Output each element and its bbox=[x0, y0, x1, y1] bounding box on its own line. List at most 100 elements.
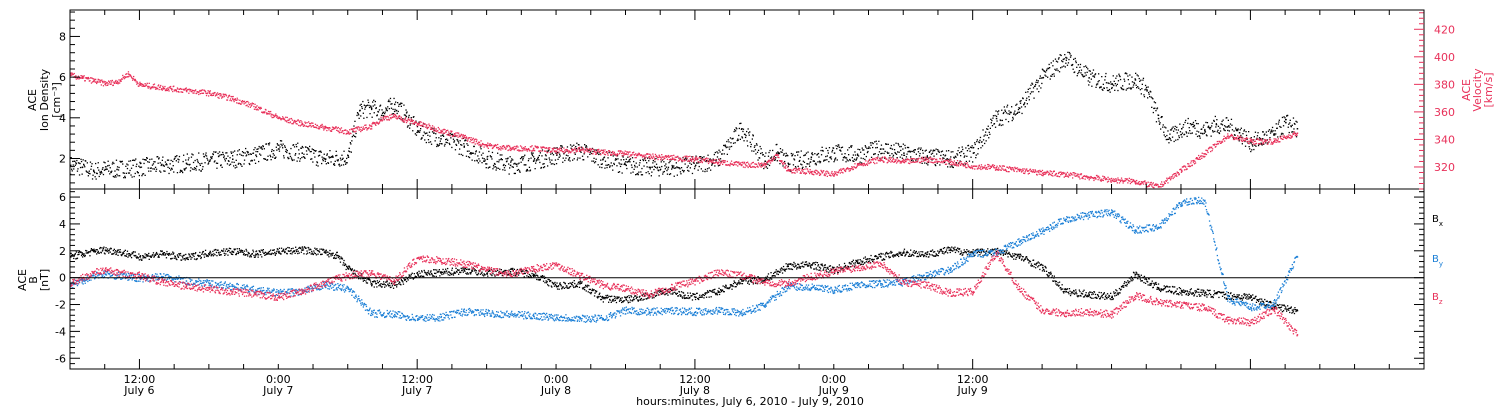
bx-series-point bbox=[89, 255, 91, 257]
ion-density-series-point bbox=[965, 160, 967, 163]
velocity-series-point bbox=[1094, 177, 1097, 179]
ion-density-series-point bbox=[470, 152, 472, 154]
ion-density-series-point bbox=[628, 160, 630, 162]
velocity-series-point bbox=[592, 148, 595, 151]
velocity-series-point bbox=[317, 128, 320, 130]
ion-density-series-point bbox=[103, 169, 106, 171]
ion-density-series-point bbox=[1221, 124, 1224, 126]
ion-density-series-point bbox=[1062, 61, 1064, 63]
velocity-series-point bbox=[664, 157, 666, 159]
ion-density-series-point bbox=[1170, 139, 1172, 142]
ion-density-series-point bbox=[972, 161, 974, 163]
bx-series-point bbox=[141, 255, 144, 257]
velocity-series-point bbox=[1169, 179, 1172, 181]
velocity-series-point bbox=[1153, 187, 1155, 189]
velocity-series-point bbox=[134, 78, 136, 81]
bx-series-point bbox=[95, 250, 97, 252]
ion-density-series-point bbox=[403, 114, 406, 116]
velocity-series-point bbox=[369, 125, 371, 127]
ion-density-series-point bbox=[1097, 81, 1099, 83]
ion-density-series-point bbox=[911, 159, 913, 162]
ion-density-series-point bbox=[945, 159, 947, 161]
ion-density-series-point bbox=[136, 171, 138, 173]
velocity-series-point bbox=[540, 147, 543, 149]
ion-density-series-point bbox=[404, 114, 407, 116]
velocity-series-point bbox=[1126, 178, 1128, 180]
velocity-series-point bbox=[815, 169, 817, 171]
ion-density-series-point bbox=[363, 104, 365, 106]
velocity-series-point bbox=[679, 157, 682, 159]
bx-series-point bbox=[136, 257, 138, 259]
ion-density-series-point bbox=[744, 136, 747, 139]
velocity-series-point bbox=[653, 158, 656, 160]
velocity-series-point bbox=[1049, 170, 1051, 172]
velocity-series-point bbox=[84, 80, 86, 82]
ion-density-series-point bbox=[382, 111, 384, 114]
velocity-series-point bbox=[1263, 140, 1265, 143]
ion-density-series-point bbox=[622, 156, 624, 158]
velocity-series-point bbox=[716, 161, 718, 163]
velocity-series-point bbox=[195, 89, 197, 91]
ion-density-series-point bbox=[874, 141, 876, 143]
velocity-series-point bbox=[401, 120, 403, 122]
ion-density-series-point bbox=[152, 163, 155, 165]
ion-density-series-point bbox=[931, 159, 933, 161]
ion-density-series-point bbox=[409, 124, 411, 126]
ion-density-series-point bbox=[732, 137, 734, 140]
velocity-series-point bbox=[932, 158, 934, 160]
ion-density-series-point bbox=[922, 149, 924, 152]
velocity-series-point bbox=[612, 153, 614, 155]
velocity-series-point bbox=[627, 154, 629, 156]
velocity-series-point bbox=[609, 151, 611, 153]
velocity-series-point bbox=[1057, 175, 1059, 178]
ion-density-series-point bbox=[583, 159, 585, 161]
ion-density-series-point bbox=[186, 153, 188, 155]
ion-density-series-point bbox=[847, 160, 849, 162]
ion-density-series-point bbox=[126, 167, 129, 170]
velocity-series-point bbox=[1249, 140, 1251, 142]
velocity-series-point bbox=[375, 124, 377, 126]
velocity-series-point bbox=[88, 78, 90, 80]
velocity-series-point bbox=[1077, 173, 1079, 175]
ion-density-series-point bbox=[93, 170, 95, 173]
velocity-series-point bbox=[509, 145, 511, 147]
ion-density-series-point bbox=[634, 164, 636, 167]
velocity-series-point bbox=[744, 166, 746, 169]
ion-density-series-point bbox=[1237, 129, 1239, 132]
velocity-series-point bbox=[481, 144, 483, 146]
ion-density-series-point bbox=[271, 150, 273, 153]
ion-density-series-point bbox=[730, 145, 733, 148]
velocity-series-point bbox=[426, 124, 428, 126]
ion-density-series-point bbox=[86, 162, 88, 164]
ion-density-series-point bbox=[90, 168, 92, 170]
ion-density-series-point bbox=[1112, 75, 1114, 77]
ion-density-series-point bbox=[535, 162, 537, 164]
ion-density-series-point bbox=[927, 161, 929, 164]
ion-density-series-point bbox=[310, 150, 312, 153]
velocity-series-point bbox=[1042, 172, 1044, 174]
velocity-series-point bbox=[81, 77, 84, 79]
ion-density-series-point bbox=[756, 151, 759, 153]
velocity-series-point bbox=[508, 149, 510, 151]
ion-density-series-point bbox=[701, 158, 703, 160]
velocity-series-point bbox=[500, 149, 502, 151]
velocity-series-point bbox=[157, 85, 159, 87]
velocity-series-point bbox=[732, 164, 735, 166]
ion-density-series-point bbox=[405, 109, 407, 111]
ion-density-series-point bbox=[71, 170, 73, 172]
velocity-series-point bbox=[1183, 165, 1185, 167]
ion-density-series-point bbox=[899, 156, 901, 158]
velocity-series-point bbox=[107, 84, 109, 86]
velocity-series-point bbox=[571, 148, 573, 150]
ion-density-series-point bbox=[977, 153, 979, 155]
ion-density-series-point bbox=[532, 160, 535, 162]
ion-density-series-point bbox=[114, 175, 117, 177]
ion-density-series-point bbox=[785, 155, 787, 157]
velocity-series-point bbox=[790, 170, 792, 172]
velocity-series-point bbox=[1103, 176, 1105, 178]
velocity-series-point bbox=[839, 172, 841, 174]
velocity-series-point bbox=[125, 76, 127, 78]
velocity-series-point bbox=[1081, 176, 1084, 178]
velocity-series-point bbox=[778, 156, 780, 159]
ion-density-series-point bbox=[1008, 110, 1010, 112]
